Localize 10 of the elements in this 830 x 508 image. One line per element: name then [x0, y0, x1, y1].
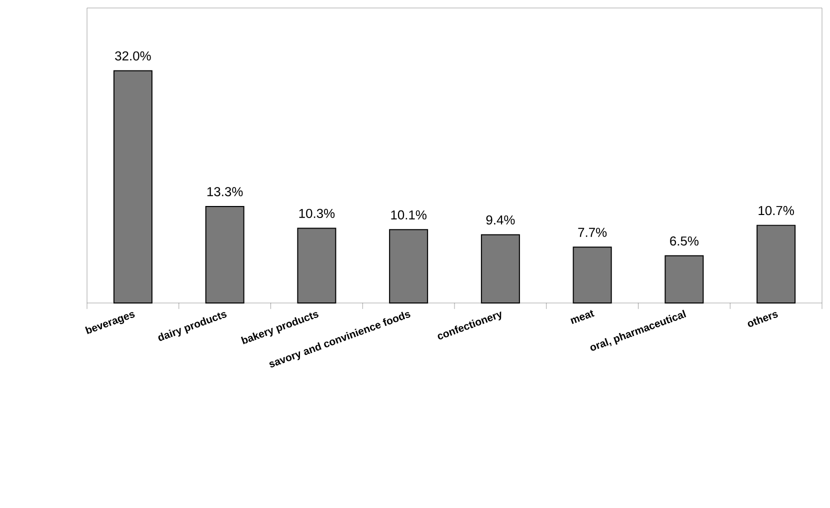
data-label: 10.7%: [758, 206, 794, 216]
data-label: 32.0%: [115, 51, 151, 61]
data-label: 10.1%: [391, 210, 426, 220]
data-label: 6.5%: [670, 236, 698, 246]
x-tick-label: others: [748, 312, 778, 327]
data-label: 7.7%: [578, 228, 607, 237]
x-tick-label: meat: [570, 310, 595, 324]
data-label: 10.3%: [299, 208, 335, 218]
data-label: 13.3%: [207, 187, 243, 196]
data-label: 9.4%: [486, 215, 515, 225]
